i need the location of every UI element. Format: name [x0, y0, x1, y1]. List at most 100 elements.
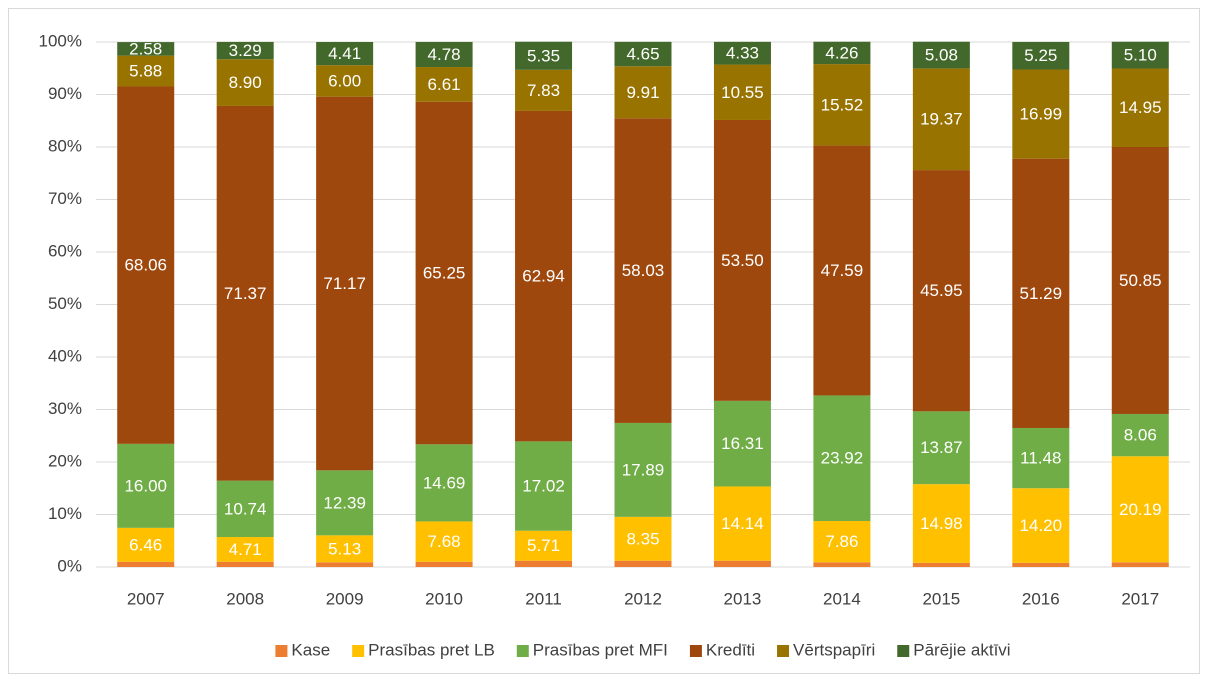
- chart-border: [8, 8, 1200, 674]
- data-label: 71.17: [323, 274, 366, 293]
- data-label: 53.50: [721, 251, 764, 270]
- bar-segment: [515, 530, 573, 561]
- bar-segment: [216, 537, 274, 562]
- data-label: 8.90: [229, 73, 262, 92]
- legend: Kase Prasības pret LB Prasības pret MFI Kre…: [275, 640, 1011, 659]
- data-label: 5.25: [1024, 46, 1057, 65]
- bar-segment: [1012, 41, 1070, 70]
- data-label: 17.89: [622, 460, 665, 479]
- x-tick-label: 2014: [823, 589, 861, 608]
- bar-segment: [216, 105, 274, 481]
- bar-segment: [117, 42, 175, 56]
- y-tick-label: 0%: [57, 556, 82, 575]
- bar-segment: [1111, 41, 1169, 69]
- data-label: 4.71: [229, 540, 262, 559]
- bar-segment: [316, 470, 374, 536]
- bar-segment: [415, 561, 473, 567]
- data-label: 16.99: [1020, 105, 1063, 124]
- bar-segment: [614, 41, 672, 67]
- bar-segment: [813, 395, 871, 522]
- data-label: 5.35: [527, 46, 560, 65]
- bar-segment: [813, 41, 871, 65]
- bar-segment: [216, 41, 274, 60]
- bar-segment: [1012, 427, 1070, 489]
- y-tick-label: 90%: [48, 84, 82, 103]
- legend-swatch: [275, 645, 288, 657]
- bar-segment: [117, 443, 175, 528]
- bar-segment: [713, 41, 771, 65]
- data-label: 12.39: [323, 493, 366, 512]
- data-label: 16.31: [721, 434, 764, 453]
- data-label: 9.91: [626, 83, 659, 102]
- bar-segment: [316, 65, 374, 97]
- bar-segment: [216, 59, 274, 106]
- bar-segment: [614, 66, 672, 119]
- data-label: 14.95: [1119, 98, 1162, 117]
- bar-segment: [415, 41, 473, 68]
- bar-segment: [316, 96, 374, 471]
- data-label: 4.65: [626, 45, 659, 64]
- x-tick-label: 2012: [624, 589, 662, 608]
- legend-swatch: [516, 645, 529, 657]
- data-label: 5.10: [1124, 46, 1157, 65]
- bar-segment: [713, 486, 771, 561]
- data-label: 4.41: [328, 44, 361, 63]
- y-tick-label: 70%: [48, 189, 82, 208]
- legend-label: Pārējie aktīvi: [913, 640, 1010, 659]
- data-label: 10.74: [224, 499, 267, 518]
- bar-segment: [912, 484, 970, 563]
- data-label: 4.26: [825, 43, 858, 62]
- bar-segment: [614, 516, 672, 561]
- legend-label: Prasības pret LB: [368, 640, 495, 659]
- y-tick-label: 40%: [48, 346, 82, 365]
- bar-segment: [1012, 488, 1070, 563]
- bar-segment: [912, 562, 970, 567]
- legend-swatch: [777, 645, 790, 657]
- bar-segment: [415, 444, 473, 522]
- bar-segment: [515, 560, 573, 567]
- data-label: 6.46: [129, 535, 162, 554]
- data-label: 6.61: [428, 75, 461, 94]
- x-tick-label: 2016: [1022, 589, 1060, 608]
- data-label: 14.14: [721, 514, 764, 533]
- x-tick-label: 2015: [922, 589, 960, 608]
- x-tick-label: 2007: [127, 589, 165, 608]
- y-tick-label: 30%: [48, 399, 82, 418]
- data-label: 4.78: [428, 45, 461, 64]
- bar-segment: [1111, 147, 1169, 414]
- bar-segment: [1111, 413, 1169, 457]
- data-label: 58.03: [622, 261, 665, 280]
- data-label: 14.98: [920, 514, 963, 533]
- bar-segment: [912, 411, 970, 485]
- y-tick-label: 20%: [48, 451, 82, 470]
- bar-segment: [1111, 562, 1169, 567]
- data-label: 62.94: [522, 267, 565, 286]
- y-tick-label: 10%: [48, 504, 82, 523]
- data-label: 5.08: [925, 46, 958, 65]
- data-label: 68.06: [124, 256, 167, 275]
- x-tick-label: 2017: [1121, 589, 1159, 608]
- bar-segment: [813, 145, 871, 396]
- bar-segment: [117, 55, 175, 87]
- data-label: 13.87: [920, 438, 963, 457]
- bar-segment: [713, 560, 771, 567]
- x-tick-label: 2011: [525, 589, 562, 608]
- data-label: 14.69: [423, 473, 466, 492]
- data-label: 47.59: [821, 261, 864, 280]
- x-tick-label: 2008: [226, 589, 264, 608]
- legend-label: Kredīti: [706, 640, 755, 659]
- bar-segment: [713, 119, 771, 401]
- bar-segment: [912, 41, 970, 69]
- y-tick-label: 100%: [39, 31, 82, 50]
- bar-segment: [1012, 562, 1070, 567]
- bar-segment: [713, 64, 771, 120]
- bar-segment: [316, 562, 374, 567]
- data-label: 7.86: [825, 532, 858, 551]
- data-label: 19.37: [920, 110, 963, 129]
- bar-segment: [912, 68, 970, 171]
- data-label: 3.29: [229, 41, 262, 60]
- data-label: 14.20: [1020, 516, 1063, 535]
- y-tick-label: 80%: [48, 136, 82, 155]
- data-label: 5.71: [527, 536, 560, 555]
- bar-segment: [1111, 456, 1169, 563]
